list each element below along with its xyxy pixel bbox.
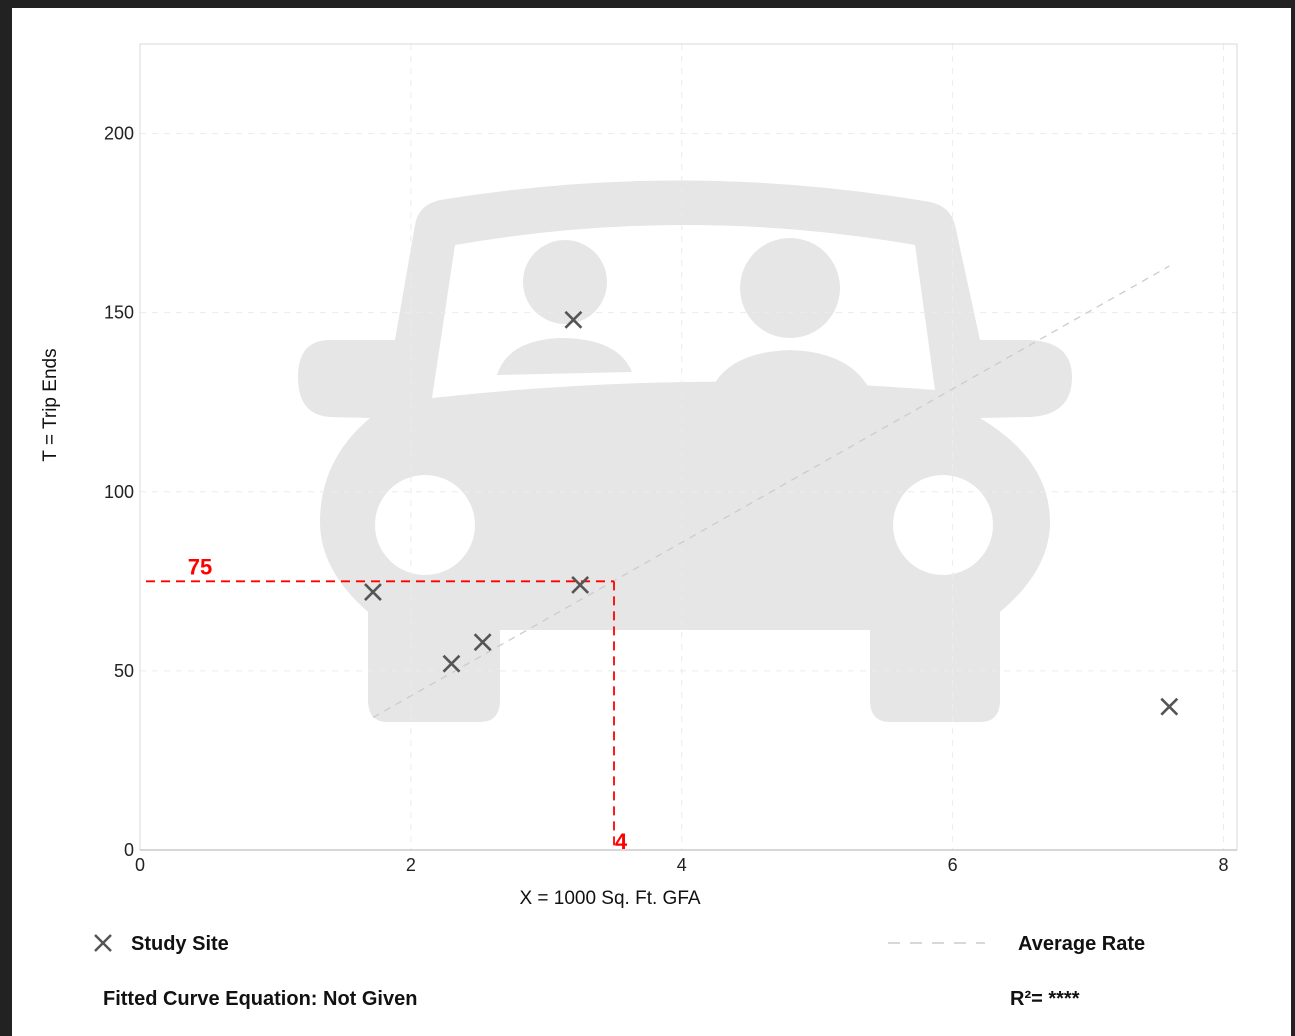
r-squared-value: R²= **** [1010,988,1080,1010]
study-site-point [473,633,492,652]
x-tick-label: 0 [135,855,145,875]
study-site-point-stroke [442,654,461,673]
annotation-y-value-label: 75 [188,554,212,579]
study-site-point [442,654,461,673]
study-site-point [364,583,382,601]
study-site-point [564,310,583,329]
y-axis-label: T = Trip Ends [40,348,61,461]
x-axis-label: X = 1000 Sq. Ft. GFA [519,888,700,909]
y-tick-label: 50 [114,661,134,681]
car-watermark-icon [298,180,1072,723]
study-site-point-stroke [473,633,492,652]
legend-study-site-label: Study Site [131,933,229,955]
study-site-point [571,575,590,594]
study-site-point-stroke [564,310,583,329]
legend-study-site-marker-icon [94,934,112,952]
annotation-x-value-label: 4 [615,829,628,854]
legend: Study Site Average Rate Fitted Curve Equ… [94,933,1145,1010]
study-site-point-stroke [571,575,590,594]
x-tick-label: 6 [948,855,958,875]
y-tick-label: 100 [104,482,134,502]
fitted-curve-equation: Fitted Curve Equation: Not Given [103,988,417,1010]
study-site-point-stroke [364,583,382,601]
x-tick-label: 8 [1218,855,1228,875]
study-site-point-stroke [1160,697,1179,716]
y-tick-label: 0 [124,840,134,860]
x-tick-label: 4 [677,855,687,875]
y-tick-label: 200 [104,124,134,144]
x-tick-label: 2 [406,855,416,875]
y-tick-label: 150 [104,303,134,323]
average-rate-line [372,265,1170,719]
legend-average-rate-label: Average Rate [1018,933,1145,955]
study-site-point [1160,697,1179,716]
